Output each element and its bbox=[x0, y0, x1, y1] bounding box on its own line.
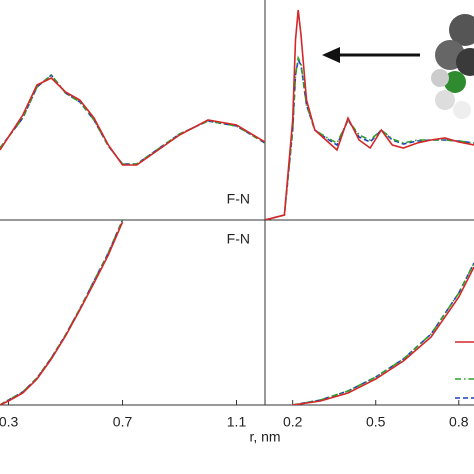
series-line bbox=[265, 55, 474, 220]
legend bbox=[455, 341, 474, 399]
series-line bbox=[292, 266, 474, 405]
molecule-icon bbox=[431, 14, 474, 119]
series-line bbox=[292, 262, 474, 405]
x-tick-label: 0.8 bbox=[449, 414, 469, 430]
series-line bbox=[0, 221, 124, 405]
series-line bbox=[292, 262, 474, 405]
annotation: F-N bbox=[227, 191, 250, 207]
x-tick-label: 0.5 bbox=[366, 414, 386, 430]
x-tick-label: 0.7 bbox=[113, 414, 133, 430]
series-line bbox=[0, 73, 265, 165]
arrow bbox=[322, 47, 420, 63]
series-line bbox=[0, 220, 124, 405]
x-tick-label: 1.1 bbox=[227, 414, 247, 430]
series-line bbox=[265, 9, 474, 220]
series-line bbox=[0, 77, 265, 166]
series-line bbox=[0, 220, 124, 405]
x-tick-label: 0.3 bbox=[0, 414, 18, 430]
x-tick-label: 0.2 bbox=[283, 414, 303, 430]
annotation: F-N bbox=[227, 231, 250, 247]
x-axis-label: r, nm bbox=[249, 429, 280, 445]
series-line bbox=[0, 73, 265, 165]
